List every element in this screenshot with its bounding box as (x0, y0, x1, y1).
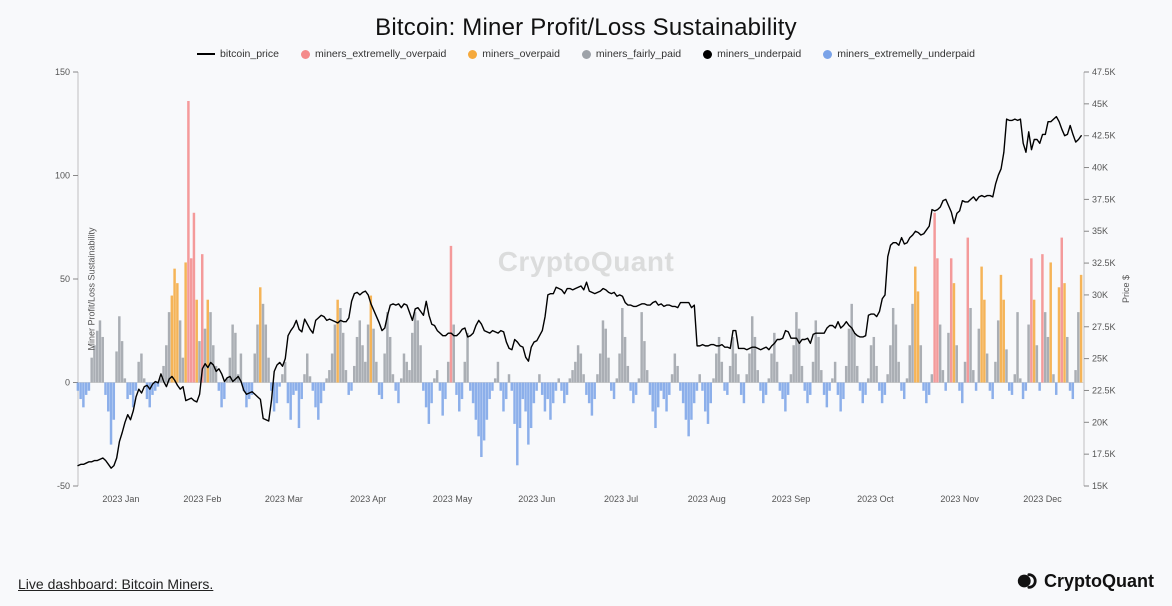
svg-text:15K: 15K (1092, 481, 1108, 491)
legend-item-miners_overpaid: miners_overpaid (468, 48, 560, 60)
legend-label: miners_extremelly_overpaid (315, 48, 446, 60)
svg-text:2023 Aug: 2023 Aug (688, 494, 726, 504)
svg-text:27.5K: 27.5K (1092, 322, 1116, 332)
legend: bitcoin_price miners_extremelly_overpaid m… (18, 48, 1154, 60)
svg-text:0: 0 (65, 378, 70, 388)
svg-text:22.5K: 22.5K (1092, 385, 1116, 395)
svg-text:45K: 45K (1092, 99, 1108, 109)
y-left-axis-label: Miner Profit/Loss Sustainability (87, 227, 97, 350)
y-right-axis-label: Price $ (1121, 275, 1131, 303)
svg-text:2023 Sep: 2023 Sep (772, 494, 811, 504)
svg-text:40K: 40K (1092, 163, 1108, 173)
svg-text:2023 Jul: 2023 Jul (604, 494, 638, 504)
svg-text:2023 Apr: 2023 Apr (350, 494, 386, 504)
svg-text:2023 Nov: 2023 Nov (940, 494, 979, 504)
svg-text:32.5K: 32.5K (1092, 258, 1116, 268)
svg-text:2023 Mar: 2023 Mar (265, 494, 303, 504)
legend-swatch (197, 53, 215, 55)
legend-swatch (823, 50, 832, 59)
svg-text:2023 Oct: 2023 Oct (857, 494, 894, 504)
svg-text:2023 Feb: 2023 Feb (183, 494, 221, 504)
svg-text:47.5K: 47.5K (1092, 67, 1116, 77)
svg-text:42.5K: 42.5K (1092, 131, 1116, 141)
legend-item-miners_underpaid: miners_underpaid (703, 48, 801, 60)
brand-logo: CryptoQuant (1016, 570, 1154, 592)
live-dashboard-link[interactable]: Live dashboard: Bitcoin Miners. (18, 576, 213, 592)
svg-text:100: 100 (55, 171, 70, 181)
legend-label: miners_extremelly_underpaid (837, 48, 975, 60)
legend-swatch (468, 50, 477, 59)
chart-title: Bitcoin: Miner Profit/Loss Sustainabilit… (18, 14, 1154, 42)
legend-item-miners_extremelly_underpaid: miners_extremelly_underpaid (823, 48, 975, 60)
svg-text:2023 May: 2023 May (433, 494, 473, 504)
svg-text:20K: 20K (1092, 417, 1108, 427)
brand-text: CryptoQuant (1044, 571, 1154, 592)
svg-text:25K: 25K (1092, 354, 1108, 364)
chart-area: Miner Profit/Loss Sustainability Price $… (36, 64, 1136, 514)
svg-text:30K: 30K (1092, 290, 1108, 300)
svg-text:50: 50 (60, 274, 70, 284)
legend-label: miners_underpaid (717, 48, 801, 60)
legend-label: bitcoin_price (220, 48, 279, 60)
chart-svg: -50 0 50 100 150 15K 17.5K 20K 22.5K 25K 27.5K 30K 3… (36, 64, 1136, 514)
brand-icon (1016, 570, 1038, 592)
svg-text:150: 150 (55, 67, 70, 77)
svg-text:17.5K: 17.5K (1092, 449, 1116, 459)
legend-item-bitcoin_price: bitcoin_price (197, 48, 279, 60)
svg-text:35K: 35K (1092, 226, 1108, 236)
legend-label: miners_overpaid (482, 48, 560, 60)
svg-text:2023 Dec: 2023 Dec (1023, 494, 1062, 504)
svg-text:37.5K: 37.5K (1092, 194, 1116, 204)
legend-swatch (703, 50, 712, 59)
legend-swatch (582, 50, 591, 59)
legend-item-miners_extremelly_overpaid: miners_extremelly_overpaid (301, 48, 446, 60)
legend-item-miners_fairly_paid: miners_fairly_paid (582, 48, 681, 60)
svg-text:-50: -50 (57, 481, 70, 491)
legend-swatch (301, 50, 310, 59)
svg-text:2023 Jan: 2023 Jan (102, 494, 139, 504)
svg-text:2023 Jun: 2023 Jun (518, 494, 555, 504)
legend-label: miners_fairly_paid (596, 48, 681, 60)
